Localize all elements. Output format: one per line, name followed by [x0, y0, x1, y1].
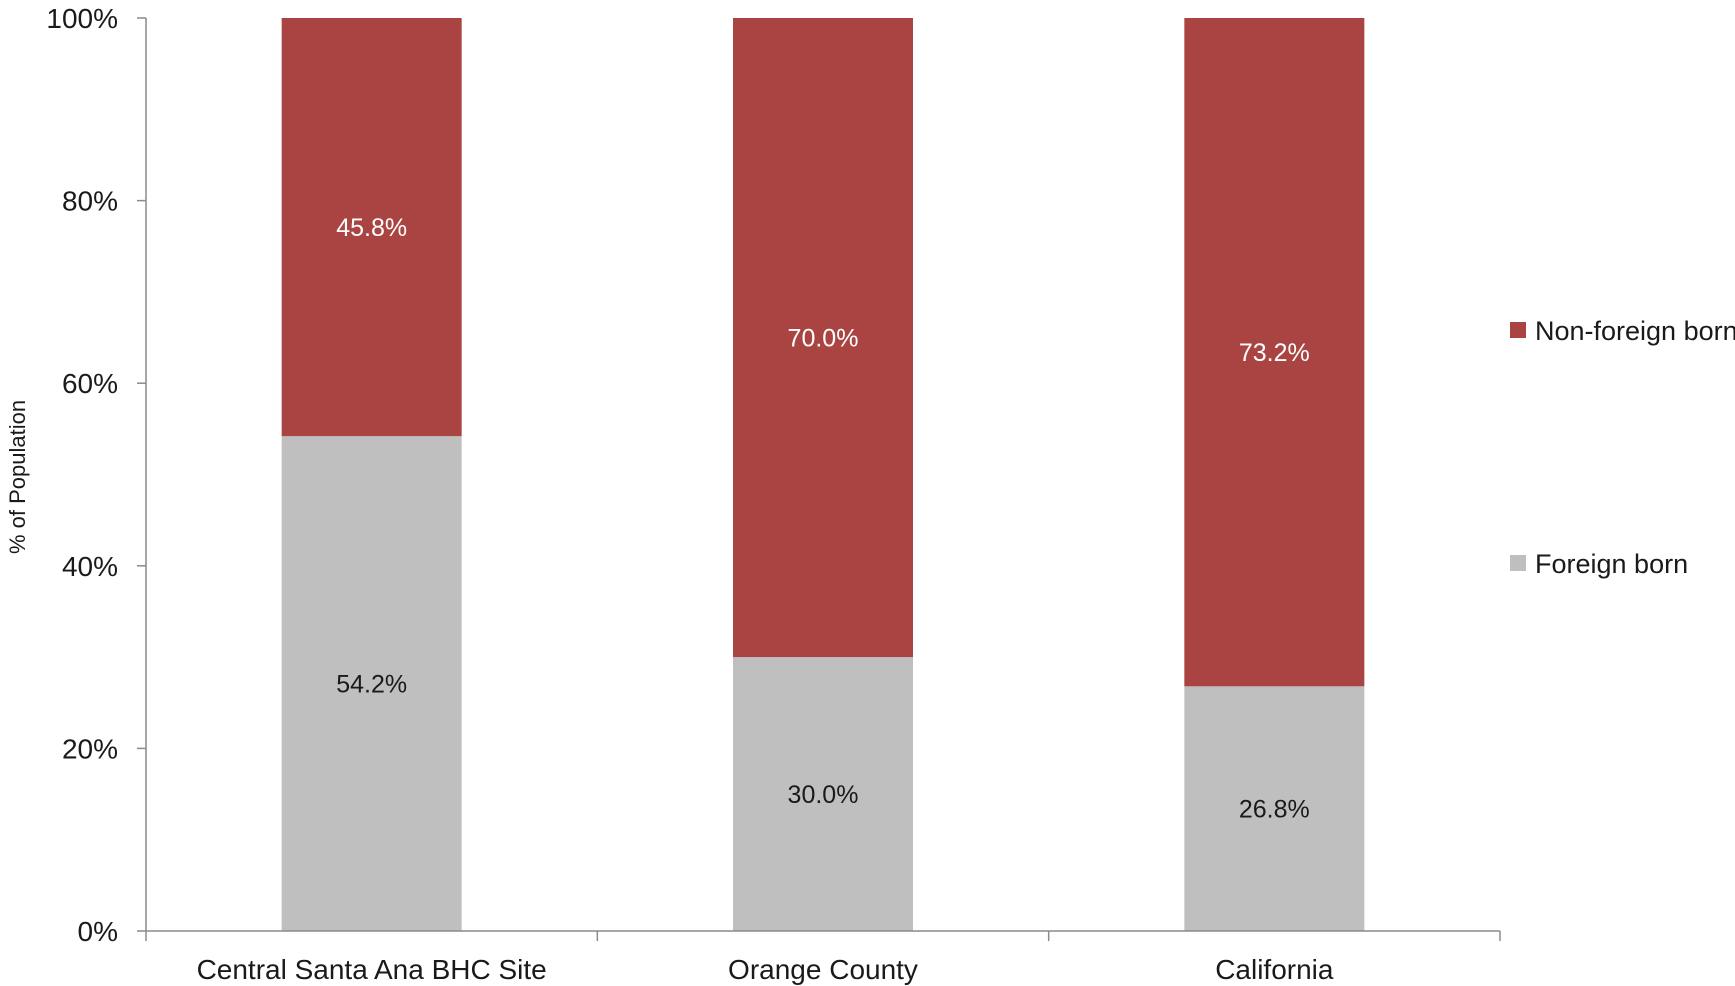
y-tick-label-1: 20% — [62, 733, 118, 764]
legend: Non-foreign born Foreign born — [1510, 316, 1735, 579]
data-label-foreign-born-orange-county: 30.0% — [788, 781, 859, 809]
x-category-label-central-santa-ana-bhc-site: Central Santa Ana BHC Site — [197, 954, 547, 985]
y-tick-label-2: 40% — [62, 551, 118, 582]
y-axis-ticks: 0% 20% 40% 60% 80% 100% — [46, 3, 146, 947]
data-label-non-foreign-born-california: 73.2% — [1239, 339, 1310, 367]
x-category-label-california: California — [1215, 954, 1334, 985]
data-label-non-foreign-born-central-santa-ana-bhc-site: 45.8% — [336, 214, 407, 242]
y-axis-title: % of Population — [5, 400, 30, 554]
legend-swatch-foreign-born — [1510, 555, 1526, 571]
bar-foreign-born-orange-county — [733, 657, 913, 931]
data-labels: 54.2% 45.8% 30.0% 70.0% 26.8% 73.2% — [336, 214, 1310, 824]
bar-non-foreign-born-orange-county — [733, 18, 913, 658]
bars — [281, 18, 1365, 931]
bar-foreign-born-central-santa-ana-bhc-site — [281, 436, 462, 931]
x-axis-categories: Central Santa Ana BHC Site Orange County C… — [197, 954, 1334, 985]
bar-foreign-born-california — [1184, 686, 1365, 931]
data-label-non-foreign-born-orange-county: 70.0% — [788, 325, 859, 353]
data-label-foreign-born-california: 26.8% — [1239, 796, 1310, 824]
legend-swatch-non-foreign-born — [1510, 322, 1526, 338]
y-tick-label-4: 80% — [62, 186, 118, 217]
legend-label-foreign-born: Foreign born — [1535, 549, 1688, 579]
y-tick-label-5: 100% — [46, 3, 118, 34]
legend-label-non-foreign-born: Non-foreign born — [1535, 316, 1735, 346]
bar-non-foreign-born-central-santa-ana-bhc-site — [281, 18, 462, 437]
data-label-foreign-born-central-santa-ana-bhc-site: 54.2% — [336, 671, 407, 699]
y-tick-label-0: 0% — [78, 916, 118, 947]
bar-non-foreign-born-california — [1184, 18, 1365, 687]
axes — [145, 18, 1501, 941]
y-tick-label-3: 60% — [62, 368, 118, 399]
x-category-label-orange-county: Orange County — [728, 954, 918, 985]
